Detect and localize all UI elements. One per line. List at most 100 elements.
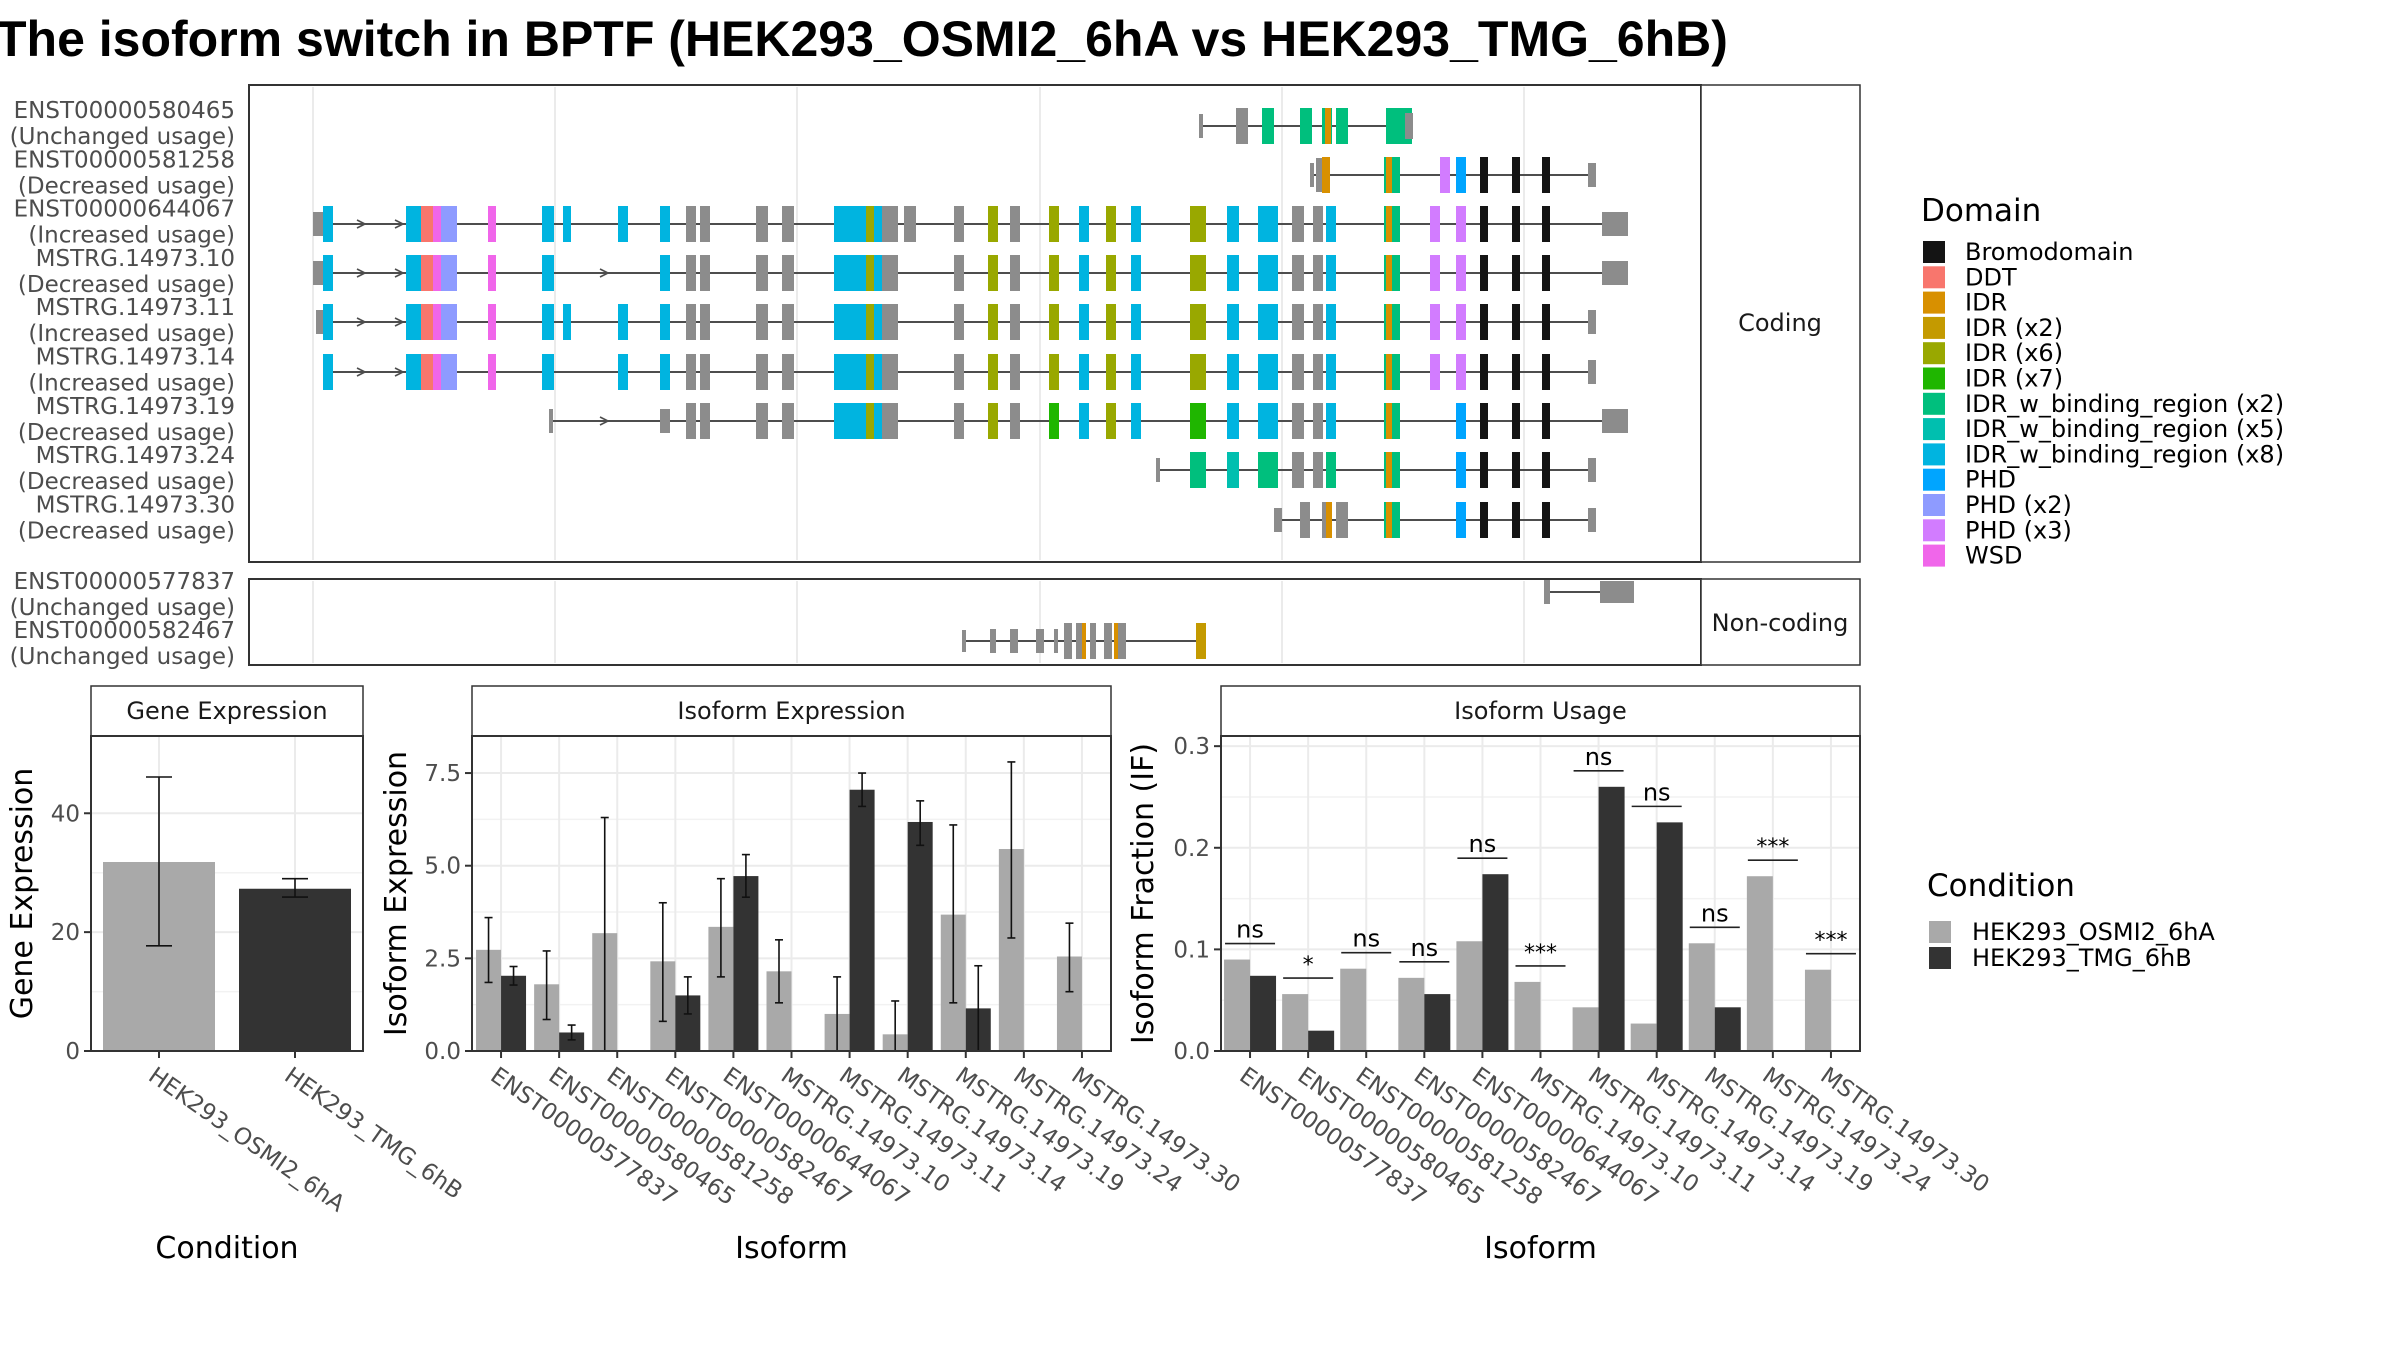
exon-utr: [954, 206, 964, 242]
exon-utr: [1010, 255, 1020, 291]
domain-legend-key: [1923, 266, 1945, 289]
exon-utr: [882, 255, 898, 291]
exon-utr: [313, 261, 323, 285]
exon-domain-idr-w-binding-region-x8: [1326, 206, 1336, 242]
exon-domain-bromodomain: [1512, 206, 1520, 242]
coding-transcript-7: [1156, 452, 1596, 488]
exon-domain-idr-x6: [988, 354, 998, 390]
exon-domain-idr-x6: [1049, 304, 1059, 340]
strand-arrow: [394, 367, 405, 377]
domain-legend-label: IDR_w_binding_region (x8): [1965, 440, 2284, 468]
exon-utr: [1076, 623, 1086, 659]
exon-domain-idr-w-binding-region-x8: [660, 354, 670, 390]
exon-utr: [882, 354, 898, 390]
exon-domain-bromodomain: [1542, 452, 1550, 488]
exon-domain-wsd: [488, 206, 496, 242]
exon-domain-idr-w-binding-region-x8: [1079, 354, 1089, 390]
transcript-usage-label: (Decreased usage): [18, 469, 235, 495]
exon-domain-idr-w-binding-region-x8: [542, 304, 554, 340]
exon-utr: [782, 206, 794, 242]
y-tick-label: 0.2: [1173, 836, 1210, 862]
exon-domain-idr: [1386, 452, 1392, 488]
exon-domain-phd: [1456, 502, 1466, 538]
exon-domain-idr-w-binding-region-x8: [323, 304, 333, 340]
exon-domain-idr: [1326, 502, 1332, 538]
exon-domain-wsd: [433, 354, 441, 390]
exon-utr: [1544, 580, 1550, 604]
exon-utr: [962, 630, 966, 652]
strand-arrow: [599, 268, 610, 278]
exon-domain-idr: [1386, 403, 1392, 439]
coding-grid: [312, 87, 1525, 560]
exon-domain-idr-w-binding-region-x8: [406, 206, 422, 242]
domain-legend-key: [1923, 494, 1945, 516]
condition-legend-key: [1929, 947, 1951, 969]
exon-utr: [954, 354, 964, 390]
exon-domain-idr-w-binding-region-x8: [1227, 255, 1239, 291]
exon-utr: [660, 409, 670, 433]
y-tick-label: 0.0: [1173, 1039, 1210, 1065]
y-tick-label: 0.1: [1173, 937, 1210, 963]
exon-domain-idr-x6: [1106, 403, 1116, 439]
exon-domain-idr-w-binding-region-x8: [834, 354, 882, 390]
bar: [559, 1032, 585, 1051]
panel-strip: [90, 685, 364, 737]
bar: [1804, 969, 1831, 1051]
figure-title: The isoform switch in BPTF (HEK293_OSMI2…: [0, 11, 1728, 67]
exon-domain-idr-w-binding-region-x8: [1079, 304, 1089, 340]
domain-legend-label: IDR_w_binding_region (x5): [1965, 415, 2284, 443]
domain-legend-label: IDR (x6): [1965, 339, 2063, 367]
exon-domain-phd: [1456, 403, 1466, 439]
exon-domain-bromodomain: [1512, 452, 1520, 488]
exon-utr: [1199, 114, 1203, 138]
exon-domain-idr-w-binding-region-x8: [1131, 403, 1141, 439]
bar: [1482, 874, 1509, 1051]
domain-legend-key: [1923, 367, 1945, 390]
exon-domain-idr-w-binding-region-x8: [1326, 304, 1336, 340]
exon-domain-idr-x6: [1049, 255, 1059, 291]
strand-arrow: [394, 268, 405, 278]
exon-domain-bromodomain: [1512, 157, 1520, 193]
exon-domain-idr-w-binding-region-x8: [660, 304, 670, 340]
x-axis-title: Isoform: [735, 1231, 848, 1266]
significance-label: ns: [1469, 830, 1497, 858]
exon-utr: [1010, 403, 1020, 439]
exon-domain-phd-x3: [1430, 304, 1440, 340]
exon-domain-idr-x2: [1196, 623, 1206, 659]
transcript-usage-label: (Unchanged usage): [10, 124, 235, 150]
domain-legend-label: PHD (x3): [1965, 516, 2072, 544]
exon-utr: [882, 304, 898, 340]
exon-domain-idr-x6: [988, 255, 998, 291]
strand-arrow: [356, 268, 367, 278]
bar: [1630, 1023, 1657, 1051]
exon-utr: [549, 409, 553, 433]
exon-utr: [686, 304, 696, 340]
exon-domain-idr-w-binding-region-x5: [1227, 452, 1239, 488]
noncoding-transcript-1: [962, 623, 1206, 659]
y-tick-label: 0: [65, 1039, 80, 1065]
exon-domain-bromodomain: [1480, 502, 1488, 538]
exon-domain-idr-w-binding-region-x8: [1258, 304, 1278, 340]
exon-utr: [782, 255, 794, 291]
exon-domain-idr-x6: [866, 255, 874, 291]
exon-utr: [954, 255, 964, 291]
exon-domain-idr-w-binding-region-x8: [834, 206, 882, 242]
y-axis-title: Gene Expression: [5, 768, 40, 1020]
bar: [733, 876, 759, 1051]
exon-utr: [686, 206, 696, 242]
exon-domain-phd-x3: [1456, 255, 1466, 291]
exon-domain-bromodomain: [1480, 354, 1488, 390]
domain-legend-key: [1923, 544, 1945, 567]
exon-utr: [1104, 623, 1112, 659]
transcript-id-label: ENST00000644067: [14, 197, 235, 223]
exon-domain-idr-w-binding-region-x8: [1079, 403, 1089, 439]
exon-domain-idr-w-binding-region-x8: [406, 255, 422, 291]
exon-domain-idr: [1082, 623, 1086, 659]
exon-utr: [1313, 452, 1323, 488]
bar: [1746, 876, 1773, 1051]
exon-domain-idr-x6: [1190, 304, 1206, 340]
exon-domain-idr-x6: [866, 354, 874, 390]
domain-legend-label: WSD: [1965, 542, 2022, 570]
condition-legend-title: Condition: [1927, 868, 2075, 904]
